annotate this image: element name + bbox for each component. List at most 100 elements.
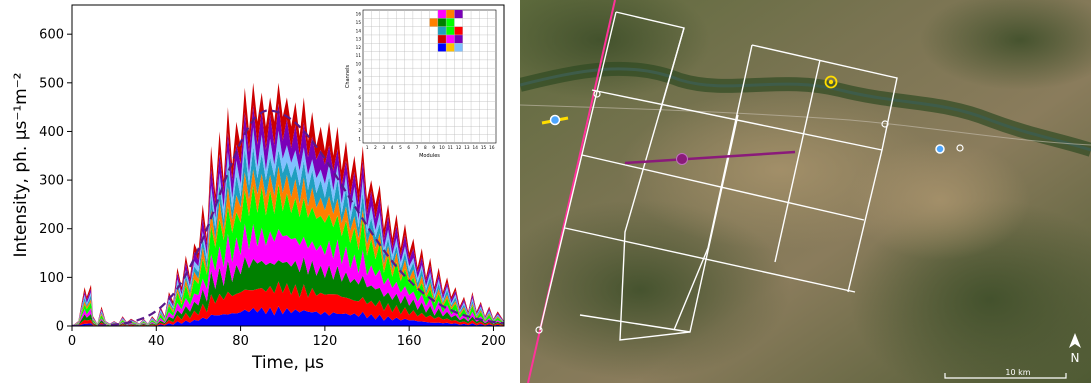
inset-cell xyxy=(446,43,455,52)
x-tick-label: 120 xyxy=(312,334,337,349)
scale-bar: 10 km xyxy=(944,368,1067,379)
inset-y-tick-label: 4 xyxy=(358,111,361,116)
y-tick-label: 100 xyxy=(39,271,64,286)
y-tick-label: 0 xyxy=(56,320,64,335)
x-tick-label: 160 xyxy=(397,334,422,349)
inset-x-tick-label: 13 xyxy=(464,145,470,150)
purple-marker-icon xyxy=(676,153,688,165)
inset-cell xyxy=(437,34,447,44)
blue-marker-icon xyxy=(935,144,945,154)
inset-x-tick-label: 3 xyxy=(382,145,385,150)
white-dot-marker xyxy=(593,90,601,98)
stack-layer-3 xyxy=(72,256,504,326)
inset-x-tick-label: 12 xyxy=(456,145,462,150)
x-tick-label: 0 xyxy=(68,334,76,349)
inset-cell xyxy=(454,34,463,44)
inset-cell xyxy=(446,34,455,44)
river xyxy=(520,67,1091,152)
dry-hills xyxy=(850,140,1030,260)
inset-cell xyxy=(454,43,463,52)
inset-y-label: Channels xyxy=(345,65,351,89)
stack-layer-2 xyxy=(72,281,504,326)
inset-cell xyxy=(454,10,463,19)
inset-cell xyxy=(454,26,463,35)
north-arrow: N xyxy=(1069,333,1081,365)
inset-cell xyxy=(446,10,455,19)
inset-x-tick-label: 4 xyxy=(391,145,394,150)
satellite-map: 10 km N xyxy=(520,0,1091,383)
forest-patch xyxy=(520,200,790,380)
forest-patch xyxy=(920,0,1091,90)
white-dot-marker xyxy=(881,120,889,128)
road xyxy=(520,104,1091,146)
inset-y-tick-label: 7 xyxy=(358,86,361,91)
inset-y-tick-label: 15 xyxy=(356,20,362,25)
inset-x-tick-label: 6 xyxy=(407,145,410,150)
fit-curve-dashed xyxy=(72,109,504,326)
y-tick-label: 400 xyxy=(39,125,64,140)
north-label: N xyxy=(1071,351,1080,365)
y-tick-label: 500 xyxy=(39,76,64,91)
x-tick-label: 80 xyxy=(232,334,249,349)
plot-frame xyxy=(71,4,505,327)
inset-grid-lines xyxy=(363,10,496,143)
white-dot-marker xyxy=(535,326,543,334)
inset-x-tick-label: 14 xyxy=(473,145,479,150)
purple-track xyxy=(624,150,796,165)
stack-layer-4 xyxy=(72,223,504,326)
inset-x-tick-label: 8 xyxy=(424,145,427,150)
inset-y-tick-label: 2 xyxy=(358,128,361,133)
y-axis-label: Intensity, ph. μs⁻¹m⁻² xyxy=(11,73,31,258)
x-axis-label: Time, μs xyxy=(251,353,324,373)
inset-cell xyxy=(429,18,438,27)
inset-cell xyxy=(437,43,447,52)
yellow-target-icon-center xyxy=(828,79,834,85)
inset-y-tick-label: 1 xyxy=(358,136,361,141)
yellow-target-icon xyxy=(824,75,838,89)
inset-cell xyxy=(446,26,455,35)
inset-x-label: Modules xyxy=(419,153,440,159)
inset-module-grid: 1 2 3 4 5 6 7 8 9 10 11 12 13 14 15 1612345678910111213… xyxy=(345,9,497,159)
inset-cell xyxy=(446,18,455,27)
inset-x-tick-label: 7 xyxy=(416,145,419,150)
inset-y-tick-label: 5 xyxy=(358,103,361,108)
inset-tick-labels: 1 2 3 4 5 6 7 8 9 10 11 12 13 14 15 1612345678910111213… xyxy=(356,12,495,150)
x-axis-ticks: 0 40 80 120 160 200 xyxy=(68,326,506,349)
north-arrow-icon xyxy=(1069,333,1081,348)
stack-layer-1 xyxy=(72,306,504,326)
inset-x-tick-label: 9 xyxy=(432,145,435,150)
blue-marker-icon xyxy=(549,114,561,126)
inset-cell xyxy=(437,10,447,19)
stack-layer-6 xyxy=(72,165,504,326)
inset-x-tick-label: 15 xyxy=(481,145,487,150)
inset-active-cells xyxy=(429,10,463,52)
x-tick-label: 40 xyxy=(148,334,165,349)
stack-layer-9 xyxy=(72,103,504,326)
inset-x-tick-label: 2 xyxy=(374,145,377,150)
white-dot-marker xyxy=(956,144,964,152)
inset-y-tick-label: 6 xyxy=(358,95,361,100)
y-tick-label: 300 xyxy=(39,174,64,189)
inset-cell xyxy=(437,26,447,35)
inset-x-tick-label: 1 xyxy=(366,145,369,150)
inset-y-tick-label: 8 xyxy=(358,78,361,83)
inset-x-tick-label: 16 xyxy=(489,145,495,150)
inset-x-tick-label: 11 xyxy=(448,145,454,150)
inset-y-tick-label: 11 xyxy=(356,53,362,58)
y-tick-label: 600 xyxy=(39,28,64,43)
inset-y-tick-label: 10 xyxy=(356,62,362,67)
inset-cell xyxy=(437,18,447,27)
inset-x-tick-label: 10 xyxy=(439,145,445,150)
inset-y-tick-label: 16 xyxy=(356,12,362,17)
inset-y-tick-label: 3 xyxy=(358,120,361,125)
stack-layer-5 xyxy=(72,184,504,326)
inset-y-tick-label: 12 xyxy=(356,45,362,50)
inset-y-tick-label: 13 xyxy=(356,37,362,42)
y-tick-label: 200 xyxy=(39,222,64,237)
y-axis-ticks: 0 100 200 300 400 500 600 xyxy=(39,28,72,335)
x-tick-label: 200 xyxy=(481,334,506,349)
inset-y-tick-label: 14 xyxy=(356,28,362,33)
stacked-intensity-chart: 0 40 80 120 160 200 0 100 200 300 400 500 600 Time,… xyxy=(0,0,515,383)
inset-x-tick-label: 5 xyxy=(399,145,402,150)
inset-y-tick-label: 9 xyxy=(358,70,361,75)
